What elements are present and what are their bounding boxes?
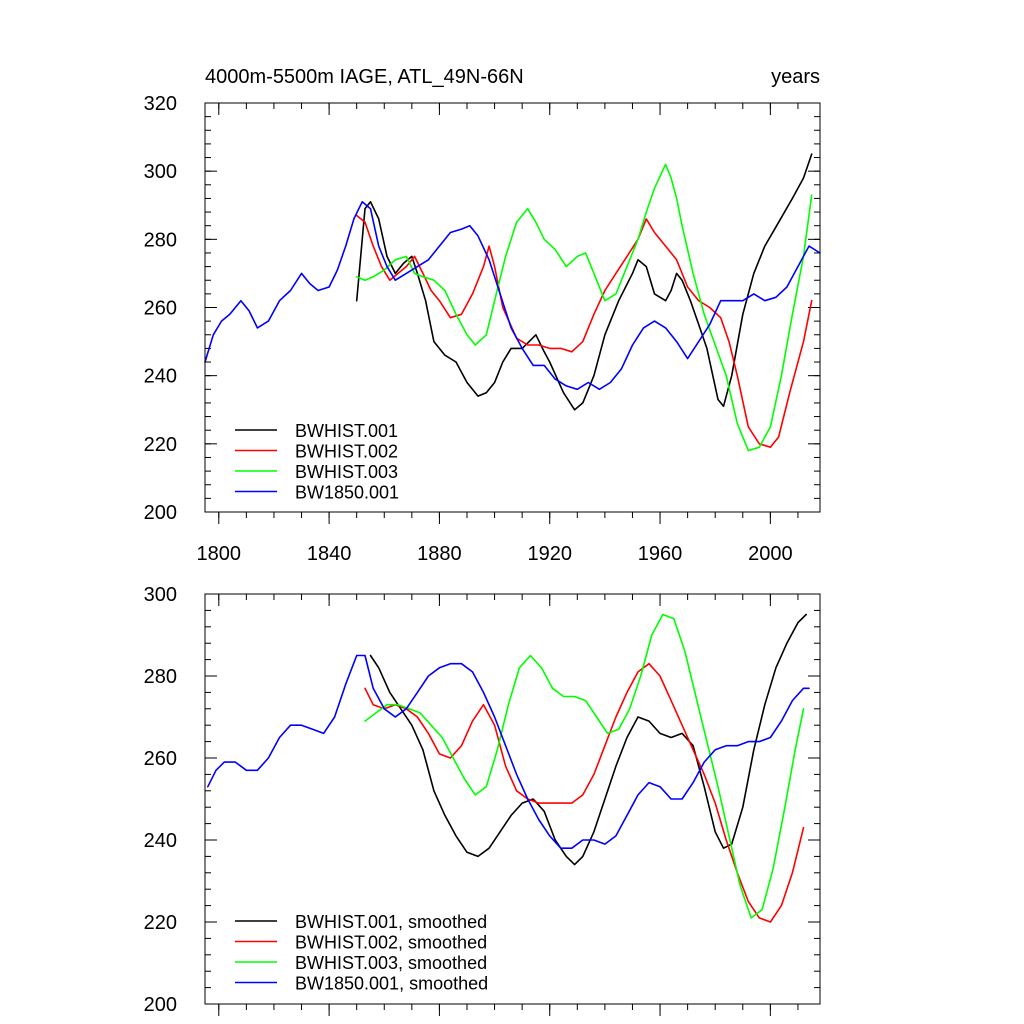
chart-top-series-line-1 [355, 153, 813, 411]
chart-top-legend-label-4: BW1850.001 [295, 483, 399, 503]
chart-bottom-ytick-label: 260 [144, 748, 177, 770]
chart-bottom-series-line-4 [207, 654, 810, 850]
chart-top-legend-label-2: BWHIST.002 [295, 442, 398, 462]
chart-top-ytick-label: 220 [144, 434, 177, 456]
chart-bottom-ytick-label: 220 [144, 912, 177, 934]
chart-bottom-series-line-2 [364, 662, 805, 923]
chart-bottom-legend-label-4: BW1850.001, smoothed [295, 974, 488, 994]
chart-top-series-line-2 [355, 214, 813, 449]
chart-top-xtick-label: 1880 [417, 543, 462, 565]
chart-bottom-ytick-label: 240 [144, 830, 177, 852]
chart-top-title-right: years [771, 66, 820, 88]
chart-top-ytick-label: 320 [144, 93, 177, 115]
chart-top-ytick-label: 260 [144, 298, 177, 320]
chart-bottom-series-line-1 [369, 613, 808, 866]
chart-bottom-legend-label-3: BWHIST.003, smoothed [295, 953, 487, 973]
chart-top-ytick-label: 280 [144, 229, 177, 251]
chart-top-series-line-4 [204, 201, 821, 391]
chart-top-legend-label-1: BWHIST.001 [295, 421, 398, 441]
chart-top-xtick-label: 1960 [638, 543, 683, 565]
chart-top-grid: 200 220 240 260 280 300 320 1800 1840 1880 1920 196… [144, 93, 820, 565]
chart-top-series-line-3 [355, 163, 813, 452]
chart-top: 4000m-5500m IAGE, ATL_49N-66N years 2002… [144, 66, 821, 565]
chart-bottom-series-line-3 [364, 613, 805, 919]
chart-bottom-ytick-label: 280 [144, 666, 177, 688]
chart-bottom-ytick-label: 300 [144, 584, 177, 606]
chart-bottom-frame [204, 593, 821, 1005]
chart-top-frame [204, 102, 821, 513]
chart-top-xtick-label: 1920 [527, 543, 572, 565]
chart-top-series [204, 153, 821, 452]
chart-top-ytick-label: 240 [144, 366, 177, 388]
chart-top-legend-label-3: BWHIST.003 [295, 462, 398, 482]
chart-top-title-left: 4000m-5500m IAGE, ATL_49N-66N [205, 66, 524, 88]
chart-top-ytick-label: 300 [144, 161, 177, 183]
chart-bottom-ytick-label: 200 [144, 994, 177, 1016]
chart-top-ytick-label: 200 [144, 502, 177, 524]
chart-top-xtick-label: 1840 [307, 543, 352, 565]
chart-bottom-legend-label-2: BWHIST.002, smoothed [295, 933, 487, 953]
chart-bottom-series [207, 613, 810, 923]
chart-bottom-legend-label-1: BWHIST.001, smoothed [295, 912, 487, 932]
chart-top-xtick-label: 1800 [197, 543, 242, 565]
chart-top-xtick-label: 2000 [748, 543, 793, 565]
